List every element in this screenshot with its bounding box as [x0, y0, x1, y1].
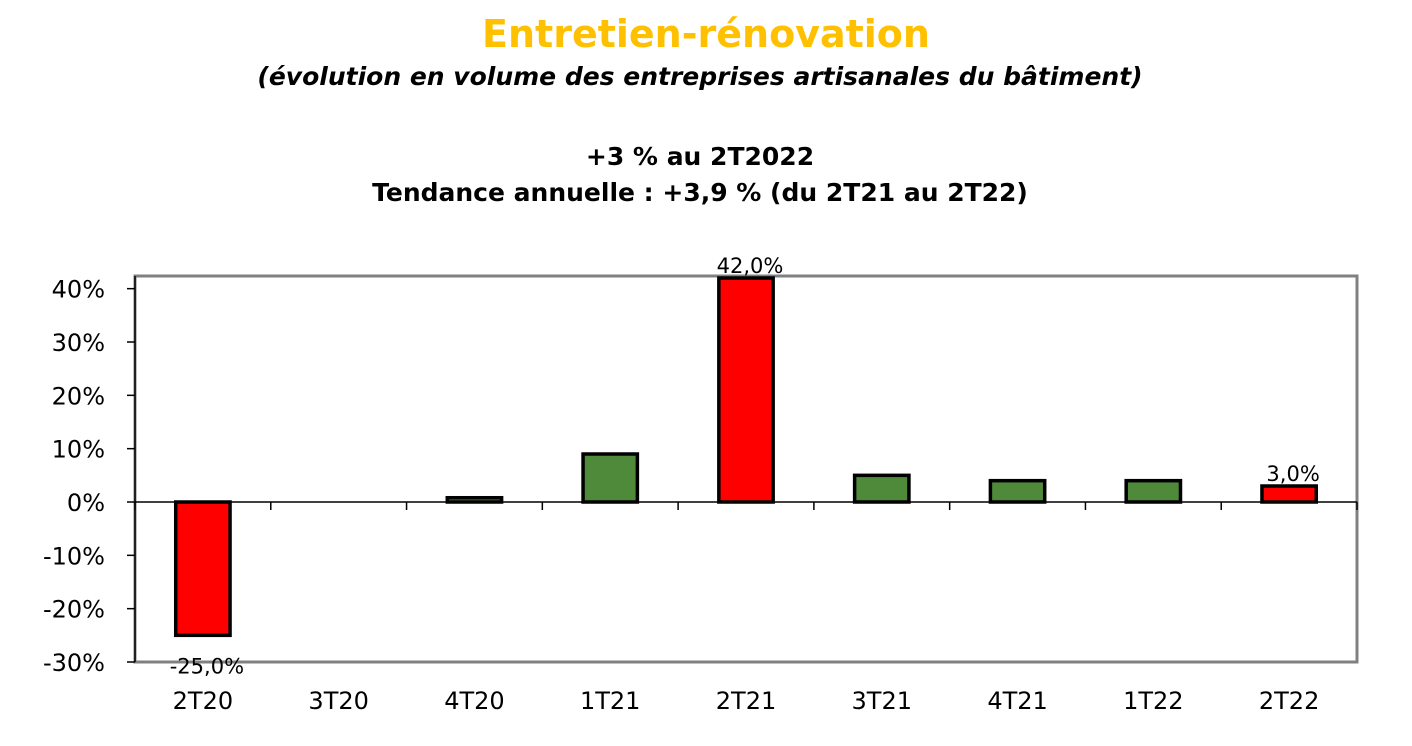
bar-2T22 — [1260, 484, 1319, 504]
x-tick-label: 1T22 — [1123, 687, 1183, 715]
bar-3T21 — [852, 473, 911, 504]
y-tick-label: 10% — [52, 436, 105, 464]
x-tick-label: 2T20 — [173, 687, 233, 715]
x-tick-label: 3T20 — [308, 687, 368, 715]
bar-1T21 — [581, 452, 640, 504]
bar-4T21 — [988, 478, 1047, 504]
bar-2T21 — [717, 276, 775, 504]
y-tick-label: -10% — [43, 542, 105, 570]
chart-title: Entretien-rénovation — [482, 12, 930, 56]
data-label-2T20: -25,0% — [170, 654, 244, 678]
headline-quarter: +3 % au 2T2022 — [585, 142, 815, 171]
headline-trend: Tendance annuelle : +3,9 % (du 2T21 au 2… — [372, 178, 1028, 207]
data-label-2T22: 3,0% — [1266, 462, 1319, 486]
y-tick-label: 40% — [52, 276, 105, 304]
x-tick-label: 2T22 — [1259, 687, 1319, 715]
x-tick-label: 2T21 — [716, 687, 776, 715]
y-tick-label: 0% — [67, 489, 105, 517]
chart-subtitle: (évolution en volume des entreprises art… — [257, 62, 1143, 91]
y-tick-label: -30% — [43, 649, 105, 677]
x-tick-label: 4T21 — [987, 687, 1047, 715]
data-label-2T21: 42,0% — [717, 254, 784, 278]
bar-2T20 — [173, 500, 232, 638]
bar-1T22 — [1124, 478, 1183, 504]
y-tick-label: -20% — [43, 596, 105, 624]
y-tick-label: 20% — [52, 382, 105, 410]
x-tick-label: 4T20 — [444, 687, 504, 715]
x-tick-label: 1T21 — [580, 687, 640, 715]
x-tick-label: 3T21 — [852, 687, 912, 715]
bar-4T20 — [445, 495, 504, 504]
y-tick-label: 30% — [52, 329, 105, 357]
